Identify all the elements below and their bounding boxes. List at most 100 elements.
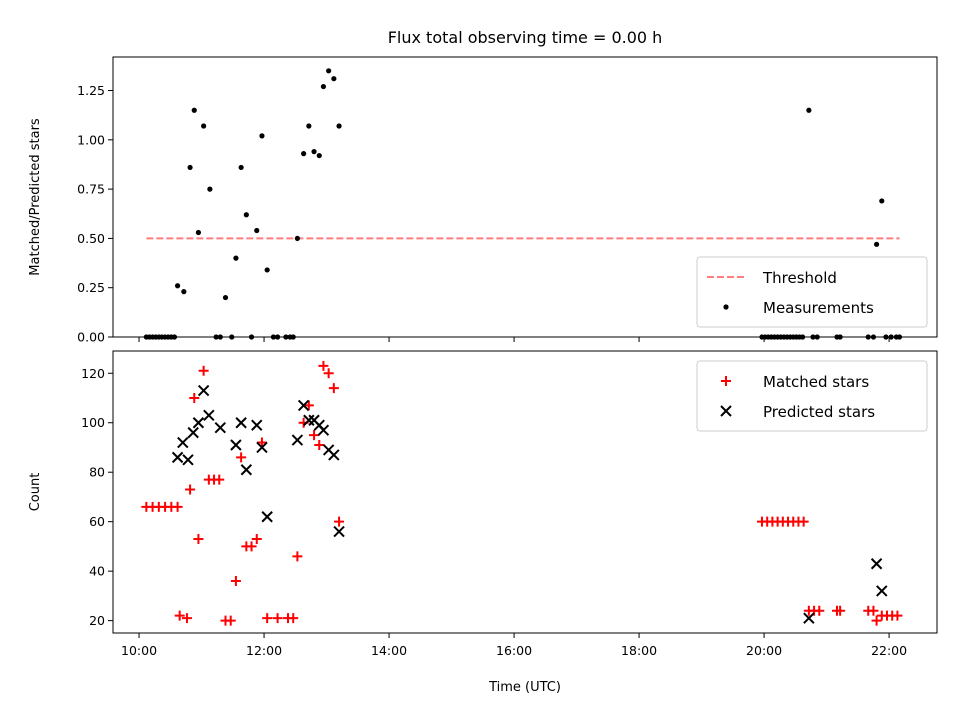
data-point xyxy=(230,576,241,587)
data-point xyxy=(303,414,315,426)
y-tick-label: 40 xyxy=(89,564,105,579)
data-point xyxy=(238,164,244,171)
data-point xyxy=(272,613,283,624)
data-point xyxy=(177,436,189,449)
data-point xyxy=(806,107,812,113)
data-point xyxy=(197,384,210,397)
data-point xyxy=(251,534,262,544)
y-tick-label: 0.75 xyxy=(77,182,105,197)
count-chart: 20 40 60 80 100 120 10:00 12:00 14:00 16:00 18:00 2… xyxy=(28,350,938,695)
data-point xyxy=(314,440,325,450)
legend-label: Threshold xyxy=(762,269,837,287)
data-point xyxy=(256,441,268,454)
data-point xyxy=(835,605,846,616)
x-tick-label: 12:00 xyxy=(246,643,282,658)
legend: Matched stars Predicted stars xyxy=(696,360,928,432)
data-point xyxy=(333,525,345,538)
data-point xyxy=(207,186,213,192)
data-point xyxy=(171,451,184,464)
data-point xyxy=(246,541,257,552)
data-point xyxy=(871,615,882,626)
data-point xyxy=(301,151,307,157)
y-axis-label: Count xyxy=(28,473,43,512)
data-point xyxy=(318,360,329,371)
data-point xyxy=(214,421,227,434)
series-1 xyxy=(171,384,888,624)
data-point xyxy=(328,449,340,461)
data-point xyxy=(328,383,339,394)
y-tick-label: 0.25 xyxy=(77,280,105,295)
y-tick-label: 60 xyxy=(89,514,105,529)
data-point xyxy=(292,551,303,562)
data-point xyxy=(868,605,879,616)
y-tick-label: 80 xyxy=(89,465,105,480)
data-point xyxy=(195,229,202,236)
x-tick-label: 20:00 xyxy=(746,643,782,658)
x-tick-label: 14:00 xyxy=(371,643,407,658)
data-point xyxy=(235,417,247,429)
data-point xyxy=(288,613,299,624)
data-point xyxy=(172,501,183,512)
legend-label: Predicted stars xyxy=(763,403,875,421)
data-point xyxy=(870,558,883,570)
legend-swatch xyxy=(721,376,731,386)
data-point xyxy=(201,123,207,129)
legend-swatch xyxy=(720,405,732,417)
ratio-chart: Flux total observing time = 0.00 h 0.00 0.… xyxy=(28,28,938,345)
data-point xyxy=(873,241,880,247)
y-tick-label: 0.50 xyxy=(77,231,105,246)
y-tick-label: 100 xyxy=(81,415,105,430)
data-point xyxy=(331,76,337,82)
data-point xyxy=(320,83,327,90)
y-tick-label: 20 xyxy=(89,613,105,628)
legend-box xyxy=(696,256,928,328)
data-point xyxy=(225,615,236,626)
data-point xyxy=(230,439,242,451)
x-tick-label: 16:00 xyxy=(496,643,532,658)
x-tick-label: 22:00 xyxy=(871,643,907,658)
data-point xyxy=(316,152,322,159)
chart-title: Flux total observing time = 0.00 h xyxy=(388,28,663,47)
data-point xyxy=(264,267,270,273)
data-point xyxy=(798,516,809,527)
data-point xyxy=(876,585,888,597)
data-point xyxy=(259,133,265,139)
legend: Threshold Measurements xyxy=(696,256,928,328)
data-point xyxy=(291,434,304,446)
data-point xyxy=(261,511,273,523)
data-point xyxy=(174,283,181,289)
data-point xyxy=(297,399,310,412)
data-point xyxy=(187,164,193,171)
x-tick-label: 10:00 xyxy=(121,643,157,658)
data-point xyxy=(256,437,267,448)
data-point xyxy=(803,612,815,624)
data-point xyxy=(303,400,314,411)
data-point xyxy=(193,534,204,544)
data-point xyxy=(214,474,225,485)
data-point xyxy=(233,255,239,261)
legend-box xyxy=(696,360,928,432)
legend-label: Measurements xyxy=(763,299,874,317)
data-point xyxy=(222,294,229,301)
data-point xyxy=(181,289,187,295)
series-0 xyxy=(141,360,903,626)
data-point xyxy=(174,610,185,621)
legend-swatch xyxy=(723,304,729,310)
data-point xyxy=(309,430,320,441)
plot-frame xyxy=(112,56,938,338)
data-point xyxy=(187,426,199,439)
data-point xyxy=(236,452,247,463)
y-axis-label: Matched/Predicted stars xyxy=(28,118,43,276)
data-point xyxy=(251,419,263,431)
data-point xyxy=(203,409,215,422)
x-axis-label: Time (UTC) xyxy=(488,680,561,695)
y-tick-label: 120 xyxy=(81,366,105,381)
data-point xyxy=(240,464,253,476)
data-point xyxy=(191,107,197,113)
data-point xyxy=(294,235,300,242)
data-point xyxy=(262,613,273,624)
data-point xyxy=(254,227,260,234)
legend-label: Matched stars xyxy=(763,373,869,391)
